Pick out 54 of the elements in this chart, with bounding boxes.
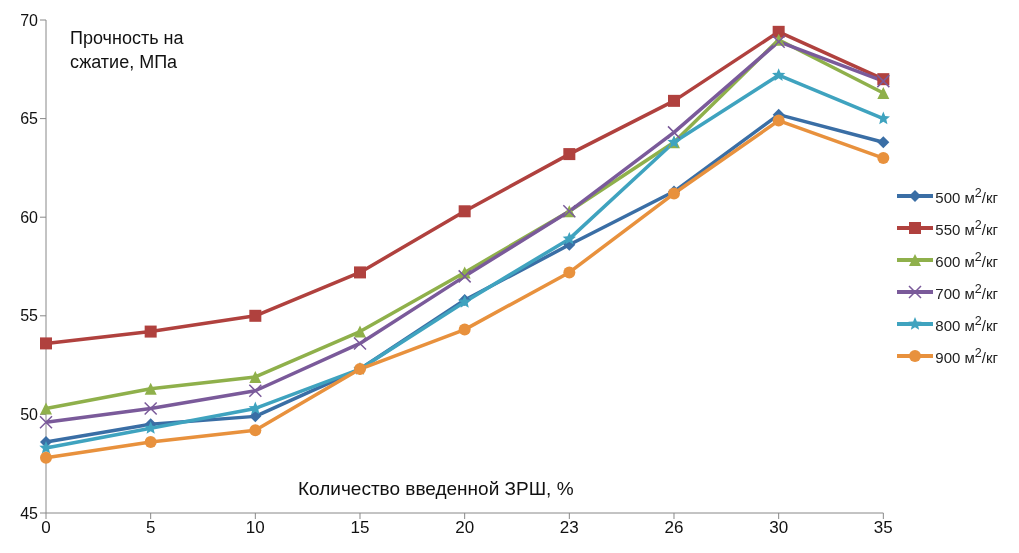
point: [354, 266, 366, 279]
point: [40, 402, 52, 415]
point: [144, 325, 157, 338]
point: [353, 336, 367, 351]
point: [249, 309, 262, 322]
point: [143, 401, 158, 416]
y-axis-title: Прочность на сжатие, МПа: [70, 27, 185, 74]
point: [563, 148, 576, 161]
point: [248, 383, 263, 398]
point: [249, 370, 262, 383]
point: [877, 136, 890, 149]
point: [877, 86, 890, 99]
point: [877, 152, 890, 165]
point: [458, 323, 471, 336]
y-tick-label: 45: [20, 504, 39, 522]
x-axis-title: Количество введенной ЗРШ, %: [298, 478, 574, 500]
point: [39, 440, 53, 454]
x-tick-label: 35: [873, 518, 893, 538]
point: [249, 424, 262, 437]
x-tick-label: 26: [664, 518, 684, 538]
point: [458, 205, 471, 218]
y-tick-label: 65: [20, 110, 39, 128]
y-tick-label: 50: [20, 406, 39, 424]
x-tick-label: 5: [145, 518, 156, 538]
x-tick-label: 30: [769, 518, 789, 538]
x-tick-label: 0: [41, 518, 51, 538]
legend-label: 500 м$^{2}$/кг: [935, 185, 998, 206]
point: [772, 68, 786, 81]
point: [667, 125, 681, 140]
point: [563, 266, 576, 279]
x-tick-label: 15: [350, 518, 370, 538]
x-tick-label: 23: [559, 518, 579, 538]
x-tick-label: 20: [455, 518, 475, 538]
point: [457, 269, 472, 284]
point: [39, 415, 53, 430]
point: [354, 325, 366, 338]
x-tick-label: 10: [245, 518, 265, 538]
point: [40, 337, 52, 350]
legend-label: 600 м$^{2}$/кг: [935, 249, 998, 270]
point: [876, 111, 890, 125]
point: [144, 436, 157, 449]
point: [772, 114, 785, 127]
y-tick-label: 55: [20, 307, 39, 325]
point: [144, 382, 157, 395]
point: [668, 94, 680, 107]
y-tick-label: 70: [20, 11, 39, 29]
legend-label: 700 м$^{2}$/кг: [935, 281, 998, 302]
legend-label: 800 м$^{2}$/кг: [935, 313, 998, 334]
point: [40, 451, 52, 464]
legend-label: 900 м$^{2}$/кг: [935, 345, 998, 366]
point: [248, 401, 262, 415]
legend-label: 550 м$^{2}$/кг: [935, 217, 998, 238]
y-tick-label: 60: [20, 208, 39, 226]
point: [562, 231, 576, 245]
